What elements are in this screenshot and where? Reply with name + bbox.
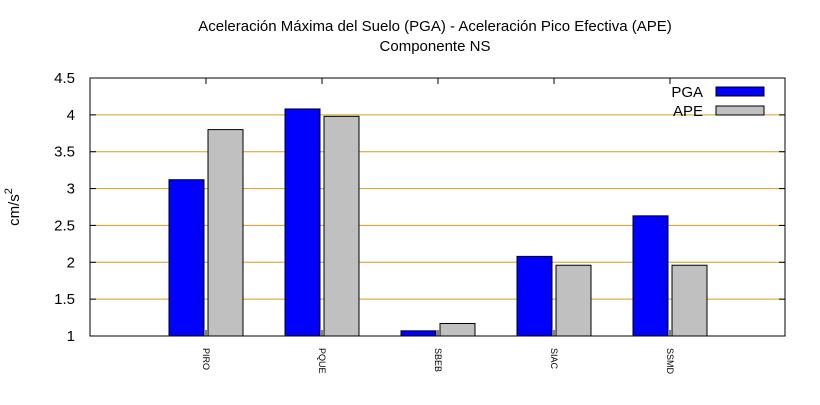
bar-pga-piro (168, 179, 205, 337)
bar-ape-siac (555, 264, 592, 337)
bars (168, 108, 708, 337)
bar-ape-ssmd (671, 264, 708, 337)
y-axis-label-exponent: 2 (3, 188, 15, 194)
y-tick-label: 3.5 (54, 144, 75, 161)
y-axis-label: cm/s2 (3, 188, 23, 226)
bar-ape-pque (323, 115, 360, 337)
legend-label: APE (673, 103, 703, 120)
chart-subtitle: Componente NS (380, 38, 491, 55)
bar-ape-sbeb (439, 322, 476, 337)
y-axis-label-unit: cm/s (6, 194, 23, 226)
legend: PGA APE (671, 84, 765, 120)
y-axis-ticks: 1 1.5 2 2.5 3 3.5 4 4.5 (54, 70, 785, 345)
x-category-label: SSMD (665, 348, 675, 375)
legend-label: PGA (671, 84, 703, 101)
bar-pga-ssmd (632, 215, 669, 337)
legend-swatch (715, 105, 765, 116)
chart-title: Aceleración Máxima del Suelo (PGA) - Ace… (198, 18, 672, 35)
bar-ape-piro (207, 129, 244, 337)
x-category-label: PQUE (317, 348, 327, 374)
y-tick-label: 1 (67, 328, 75, 345)
gridlines (90, 114, 785, 300)
y-tick-label: 4.5 (54, 70, 75, 87)
y-tick-label: 2.5 (54, 217, 75, 234)
bar-pga-sbeb (400, 330, 437, 337)
legend-swatch (715, 86, 765, 97)
y-tick-label: 2 (67, 254, 75, 271)
x-axis-labels: PIRO PQUE SBEB SIAC SSMD (201, 78, 675, 375)
x-category-label: SIAC (549, 348, 559, 370)
bar-pga-siac (516, 255, 553, 337)
y-tick-label: 4 (67, 107, 75, 124)
y-tick-label: 3 (67, 181, 75, 198)
x-category-label: SBEB (433, 348, 443, 372)
y-tick-label: 1.5 (54, 291, 75, 308)
x-category-label: PIRO (201, 348, 211, 370)
bar-pga-pque (284, 108, 321, 337)
